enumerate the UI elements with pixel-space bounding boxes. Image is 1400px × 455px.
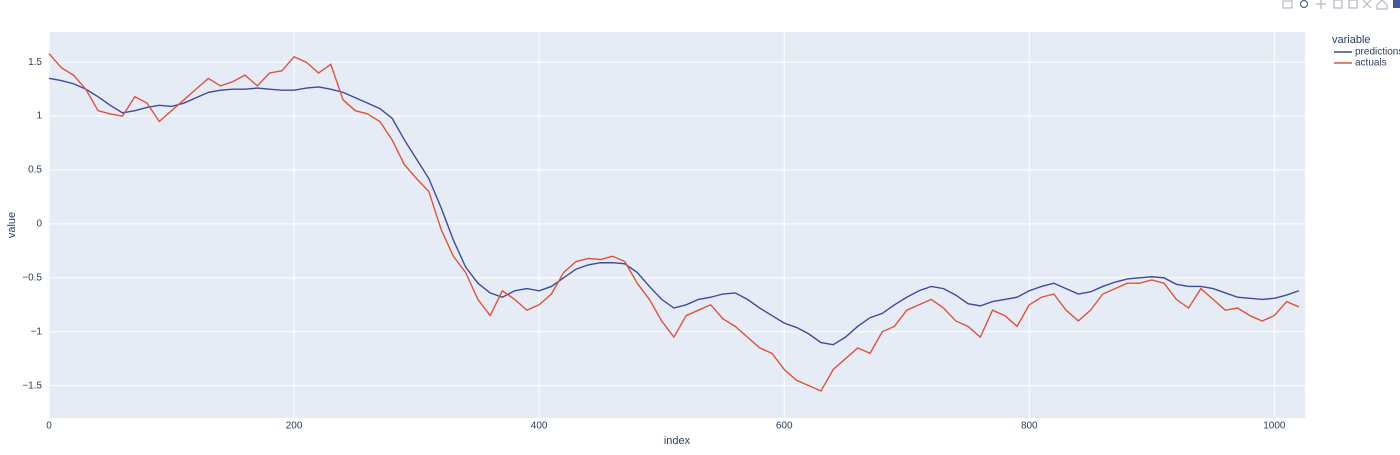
y-tick-label: −0.5 [22,272,42,283]
x-tick-label: 400 [531,421,548,432]
plotly-logo[interactable] [1393,0,1400,8]
zoom-out-icon[interactable] [1348,0,1358,9]
x-tick-label: 200 [286,421,303,432]
camera-icon[interactable] [1282,0,1293,9]
series-line [48,77,1300,346]
x-tick-label: 0 [46,421,52,432]
legend-label: predictions [1355,47,1400,58]
y-axis-title: value [6,212,18,238]
x-tick-label: 1000 [1263,421,1286,432]
pan-icon[interactable] [1316,0,1326,9]
x-tick-label: 600 [776,421,793,432]
autoscale-icon[interactable] [1362,0,1372,9]
zoom-in-icon[interactable] [1333,0,1343,9]
plot-area [49,32,1305,418]
modebar[interactable] [1282,0,1400,10]
x-tick-label: 800 [1021,421,1038,432]
y-tick-label: 1 [36,111,42,122]
home-icon[interactable] [1376,0,1388,10]
x-axis-title: index [664,435,691,447]
legend-label: actuals [1355,58,1387,69]
y-tick-label: −1.5 [22,380,42,391]
legend-title: variable [1332,34,1371,46]
y-tick-label: 0.5 [28,165,42,176]
zoom-icon[interactable] [1299,0,1309,9]
y-tick-label: 1.5 [28,57,42,68]
y-tick-label: −1 [31,326,43,337]
y-tick-label: 0 [36,219,42,230]
series-line [48,53,1300,392]
